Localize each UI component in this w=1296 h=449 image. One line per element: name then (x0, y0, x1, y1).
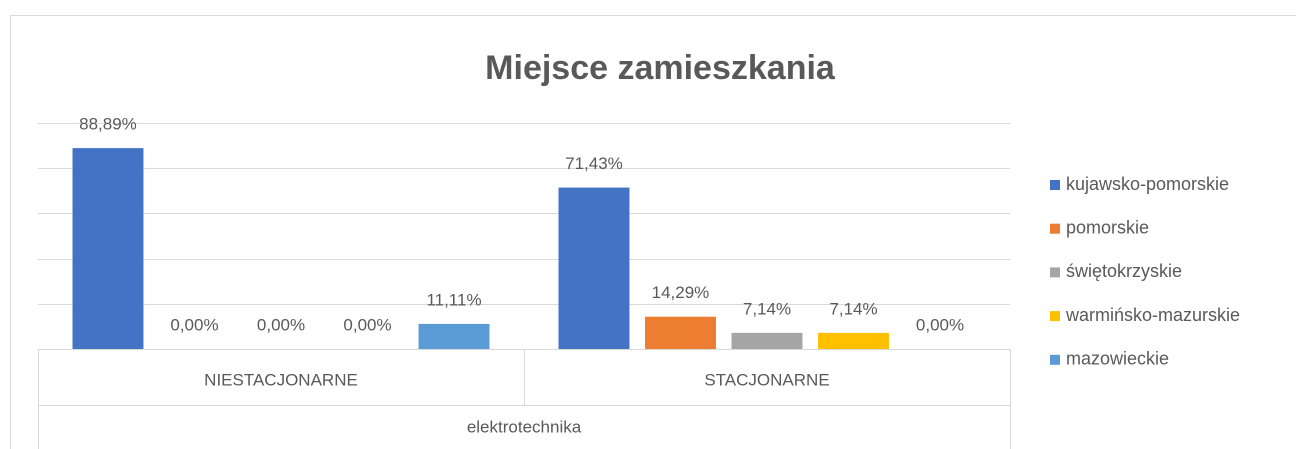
legend-swatch (1050, 180, 1060, 190)
data-label: 0,00% (170, 315, 218, 334)
legend-swatch (1050, 267, 1060, 278)
data-label: 11,11% (426, 290, 481, 309)
bar (72, 148, 144, 349)
legend-label: kujawsko-pomorskie (1066, 174, 1229, 194)
data-label: 7,14% (743, 299, 791, 318)
legend-swatch (1050, 223, 1060, 234)
legend-swatch (1050, 354, 1060, 365)
legend-label: mazowieckie (1066, 349, 1169, 369)
legend-label: pomorskie (1066, 217, 1149, 237)
legend-swatch (1050, 311, 1060, 322)
legend-label: warmińsko-mazurskie (1065, 305, 1240, 325)
chart-title: Miejsce zamieszkania (485, 49, 836, 87)
data-label: 88,89% (79, 115, 137, 134)
legend-label: świętokrzyskie (1066, 261, 1182, 281)
data-label: 71,43% (565, 154, 623, 173)
category-group-label: elektrotechnika (467, 417, 582, 436)
chart-frame (10, 15, 1296, 449)
data-label: 7,14% (829, 299, 877, 318)
x-tick-label: NIESTACJONARNE (204, 370, 358, 389)
data-label: 0,00% (916, 315, 964, 334)
bar (418, 323, 490, 349)
data-label: 14,29% (652, 283, 710, 302)
data-label: 0,00% (257, 315, 305, 334)
bar (731, 332, 803, 349)
bar (558, 187, 630, 349)
bar (818, 332, 889, 349)
bar (645, 316, 716, 349)
x-tick-label: STACJONARNE (704, 370, 829, 389)
data-label: 0,00% (343, 315, 391, 334)
